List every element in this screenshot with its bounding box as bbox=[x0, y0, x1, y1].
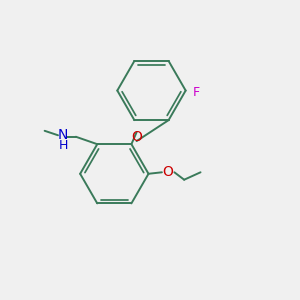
Text: O: O bbox=[162, 165, 173, 179]
Text: N: N bbox=[57, 128, 68, 142]
Text: H: H bbox=[59, 139, 68, 152]
Text: O: O bbox=[131, 130, 142, 144]
Text: F: F bbox=[193, 85, 200, 98]
